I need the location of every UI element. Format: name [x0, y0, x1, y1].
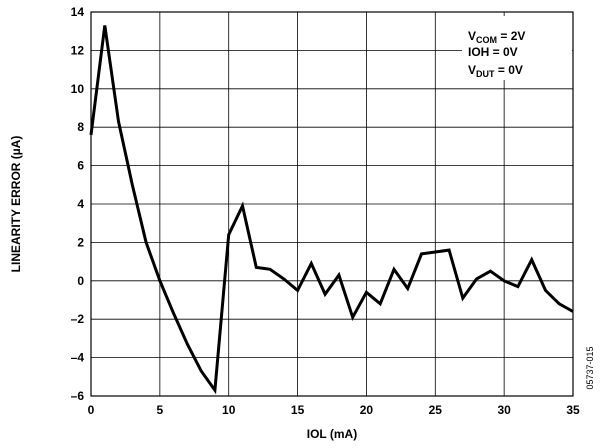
x-tick-label: 0: [88, 403, 95, 417]
grid-lines: [90, 11, 574, 397]
x-tick-labels: 0 5 10 15 20 25 30 35: [88, 403, 580, 417]
y-tick-label: 6: [77, 159, 84, 173]
x-axis-title: IOL (mA): [307, 427, 357, 441]
y-tick-label: 2: [77, 235, 84, 249]
y-tick-label: 0: [77, 274, 84, 288]
y-tick-label: 8: [77, 120, 84, 134]
y-tick-label: 14: [71, 5, 85, 19]
plot-frame: [90, 11, 574, 397]
x-tick-label: 20: [360, 403, 374, 417]
x-tick-label: 15: [291, 403, 305, 417]
legend-line-ioh: IOH = 0V: [468, 45, 518, 59]
y-axis-title: LINEARITY ERROR (µA): [9, 136, 23, 273]
y-tick-label: 12: [71, 43, 85, 57]
x-tick-label: 10: [222, 403, 236, 417]
y-tick-label: –6: [71, 389, 85, 403]
series-line: [89, 25, 574, 395]
legend-line-vcom: VCOM = 2V: [468, 29, 525, 45]
y-tick-label: 4: [77, 197, 84, 211]
legend-line-vdut: VDUT = 0V: [468, 63, 523, 79]
x-tick-label: 35: [566, 403, 580, 417]
y-tick-label: –4: [71, 351, 85, 365]
x-tick-label: 30: [497, 403, 511, 417]
y-tick-labels: 14 12 10 8 6 4 2 0 –2 –4 –6: [71, 5, 85, 403]
y-tick-label: 10: [71, 82, 85, 96]
x-tick-label: 25: [429, 403, 443, 417]
y-tick-label: –2: [71, 312, 85, 326]
legend-box-bg: [462, 16, 572, 80]
x-tick-label: 5: [157, 403, 164, 417]
figure-id: 05737-015: [585, 346, 595, 389]
